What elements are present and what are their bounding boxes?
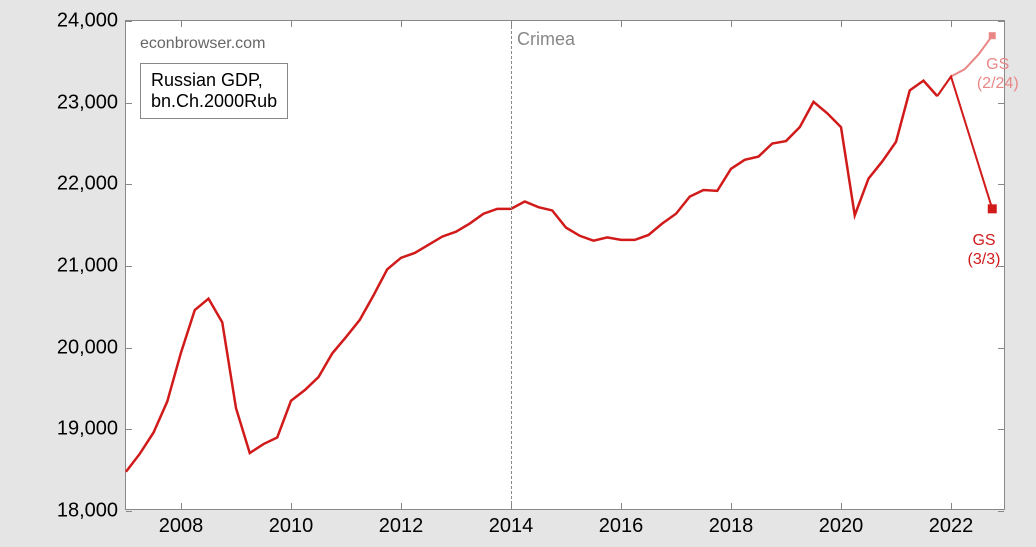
y-tick-mark bbox=[126, 511, 132, 512]
y-tick-label: 21,000 bbox=[57, 255, 118, 278]
y-tick-mark bbox=[126, 184, 132, 185]
x-tick-label: 2014 bbox=[489, 515, 534, 538]
y-tick-mark bbox=[126, 21, 132, 22]
y-tick-mark bbox=[998, 429, 1004, 430]
event-label: Crimea bbox=[517, 29, 575, 50]
x-tick-label: 2016 bbox=[599, 515, 644, 538]
x-tick-mark bbox=[291, 503, 292, 509]
x-tick-mark bbox=[731, 21, 732, 27]
y-tick-label: 20,000 bbox=[57, 336, 118, 359]
x-tick-label: 2010 bbox=[269, 515, 314, 538]
forecast-marker bbox=[989, 32, 996, 39]
x-tick-label: 2008 bbox=[159, 515, 204, 538]
y-tick-label: 24,000 bbox=[57, 10, 118, 33]
x-tick-mark bbox=[181, 21, 182, 27]
x-tick-mark bbox=[841, 21, 842, 27]
x-tick-mark bbox=[291, 21, 292, 27]
x-tick-mark bbox=[621, 503, 622, 509]
plot-area: econbrowser.com Russian GDP, bn.Ch.2000R… bbox=[125, 20, 1005, 510]
forecast-label: GS(2/24) bbox=[977, 55, 1019, 93]
y-tick-mark bbox=[998, 103, 1004, 104]
series-line bbox=[126, 81, 937, 472]
y-tick-mark bbox=[998, 348, 1004, 349]
x-tick-mark bbox=[731, 503, 732, 509]
y-tick-label: 19,000 bbox=[57, 418, 118, 441]
x-tick-mark bbox=[401, 21, 402, 27]
forecast-label: GS(3/3) bbox=[968, 230, 1001, 268]
x-tick-mark bbox=[951, 503, 952, 509]
y-tick-label: 22,000 bbox=[57, 173, 118, 196]
event-vline bbox=[511, 21, 512, 509]
x-tick-mark bbox=[841, 503, 842, 509]
x-tick-label: 2020 bbox=[819, 515, 864, 538]
x-tick-label: 2022 bbox=[929, 515, 974, 538]
x-tick-label: 2018 bbox=[709, 515, 754, 538]
y-tick-mark bbox=[998, 184, 1004, 185]
y-tick-label: 18,000 bbox=[57, 500, 118, 523]
x-tick-mark bbox=[621, 21, 622, 27]
y-tick-mark bbox=[126, 348, 132, 349]
y-tick-label: 23,000 bbox=[57, 91, 118, 114]
y-tick-mark bbox=[126, 429, 132, 430]
plot-svg bbox=[126, 21, 1006, 511]
y-tick-mark bbox=[126, 103, 132, 104]
y-tick-mark bbox=[126, 266, 132, 267]
series-line bbox=[937, 77, 992, 209]
forecast-marker bbox=[988, 204, 997, 213]
x-tick-mark bbox=[951, 21, 952, 27]
x-tick-mark bbox=[401, 503, 402, 509]
chart-page: econbrowser.com Russian GDP, bn.Ch.2000R… bbox=[0, 0, 1036, 547]
x-tick-mark bbox=[181, 503, 182, 509]
x-tick-label: 2012 bbox=[379, 515, 424, 538]
y-tick-mark bbox=[998, 511, 1004, 512]
y-tick-mark bbox=[998, 21, 1004, 22]
